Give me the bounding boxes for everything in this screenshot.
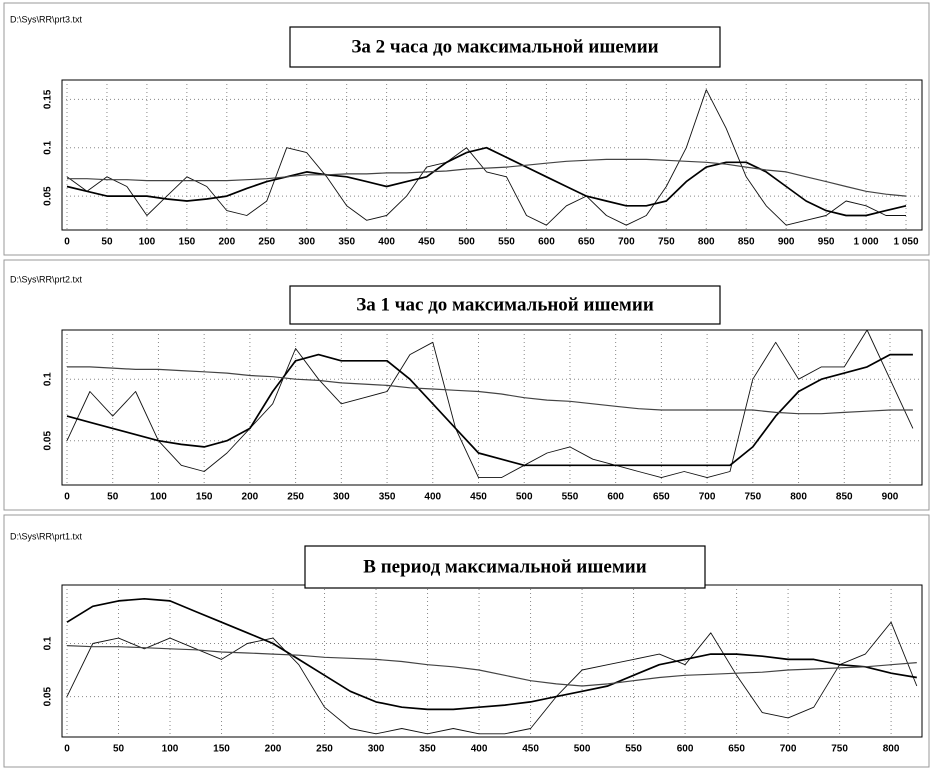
x-tick-label: 750	[658, 237, 675, 248]
x-tick-label: 200	[265, 744, 282, 755]
x-tick-label: 800	[698, 237, 715, 248]
file-path: D:\Sys\RR\prt3.txt	[10, 14, 83, 24]
x-tick-label: 1 000	[854, 237, 879, 248]
title-box	[304, 545, 706, 589]
x-tick-label: 700	[780, 744, 797, 755]
chart-title: В период максимальной ишемии	[363, 556, 646, 577]
plot-area	[61, 329, 923, 486]
data-line	[66, 645, 917, 687]
data-line	[66, 621, 918, 735]
x-tick-label: 550	[562, 492, 579, 503]
x-tick-label: 650	[728, 744, 745, 755]
y-tick-label: 0.05	[43, 431, 54, 451]
x-tick-label: 50	[113, 744, 125, 755]
x-tick-label: 800	[883, 744, 900, 755]
x-tick-label: 1 050	[894, 237, 919, 248]
x-tick-label: 50	[101, 237, 113, 248]
x-tick-label: 900	[778, 237, 795, 248]
title-box	[289, 285, 721, 325]
x-tick-label: 250	[316, 744, 333, 755]
x-tick-label: 550	[625, 744, 642, 755]
data-line	[66, 89, 906, 226]
x-tick-label: 0	[64, 237, 70, 248]
x-tick-label: 0	[64, 492, 70, 503]
x-tick-label: 850	[738, 237, 755, 248]
data-line	[66, 146, 907, 217]
x-tick-label: 400	[378, 237, 395, 248]
x-tick-label: 850	[836, 492, 853, 503]
data-line	[66, 597, 917, 711]
x-tick-label: 400	[424, 492, 441, 503]
x-tick-label: 100	[139, 237, 156, 248]
x-tick-label: 0	[64, 744, 70, 755]
plot-area	[61, 79, 923, 231]
x-tick-label: 350	[338, 237, 355, 248]
x-tick-label: 200	[218, 237, 235, 248]
x-tick-label: 750	[831, 744, 848, 755]
x-tick-label: 900	[882, 492, 899, 503]
x-tick-label: 300	[298, 237, 315, 248]
file-path: D:\Sys\RR\prt2.txt	[10, 274, 83, 284]
y-tick-label: 0.1	[43, 372, 54, 386]
x-tick-label: 450	[470, 492, 487, 503]
x-tick-label: 250	[258, 237, 275, 248]
x-tick-label: 300	[333, 492, 350, 503]
x-tick-label: 550	[498, 237, 515, 248]
x-tick-label: 300	[368, 744, 385, 755]
x-tick-label: 50	[107, 492, 119, 503]
x-tick-label: 750	[744, 492, 761, 503]
x-tick-label: 650	[653, 492, 670, 503]
data-line	[66, 329, 914, 479]
chart-title: За 2 часа до максимальной ишемии	[351, 36, 658, 57]
x-tick-label: 600	[607, 492, 624, 503]
x-tick-label: 150	[196, 492, 213, 503]
x-tick-label: 500	[516, 492, 533, 503]
x-tick-label: 400	[471, 744, 488, 755]
x-tick-label: 600	[677, 744, 694, 755]
y-tick-label: 0.05	[43, 686, 54, 706]
chart-title: За 1 час до максимальной ишемии	[356, 294, 654, 315]
x-tick-label: 150	[179, 237, 196, 248]
plot-area	[61, 584, 923, 738]
x-tick-label: 700	[699, 492, 716, 503]
y-tick-label: 0.15	[43, 89, 54, 109]
data-line	[66, 353, 913, 467]
x-tick-label: 950	[818, 237, 835, 248]
file-path: D:\Sys\RR\prt1.txt	[10, 531, 83, 541]
data-line	[67, 158, 907, 197]
x-tick-label: 150	[213, 744, 230, 755]
x-tick-label: 600	[538, 237, 555, 248]
x-tick-label: 450	[522, 744, 539, 755]
y-tick-label: 0.05	[43, 186, 54, 206]
y-tick-label: 0.1	[43, 140, 54, 154]
y-tick-label: 0.1	[43, 636, 54, 650]
title-box	[289, 26, 721, 68]
x-tick-label: 250	[287, 492, 304, 503]
x-tick-label: 500	[458, 237, 475, 248]
x-tick-label: 500	[574, 744, 591, 755]
x-tick-label: 100	[162, 744, 179, 755]
data-line	[67, 366, 913, 415]
x-tick-label: 350	[419, 744, 436, 755]
x-tick-label: 200	[242, 492, 259, 503]
x-tick-label: 700	[618, 237, 635, 248]
x-tick-label: 100	[150, 492, 167, 503]
x-tick-label: 450	[418, 237, 435, 248]
x-tick-label: 800	[790, 492, 807, 503]
x-tick-label: 650	[578, 237, 595, 248]
x-tick-label: 350	[379, 492, 396, 503]
